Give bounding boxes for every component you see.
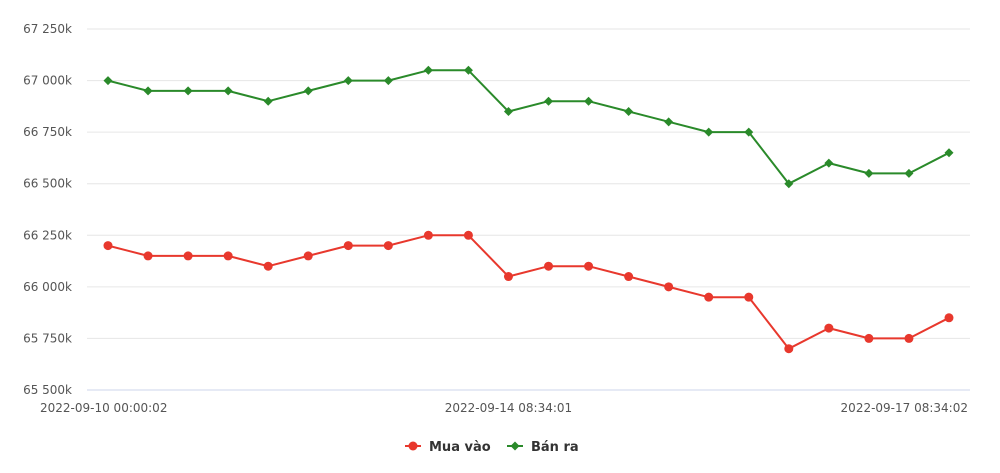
- data-point[interactable]: [704, 127, 714, 137]
- data-point[interactable]: [143, 86, 153, 96]
- legend[interactable]: Mua vào Bán ra: [405, 440, 579, 455]
- x-tick-label: 2022-09-10 00:00:02: [40, 401, 167, 415]
- data-point[interactable]: [784, 344, 794, 354]
- data-point[interactable]: [463, 65, 473, 75]
- data-point[interactable]: [183, 86, 193, 96]
- legend-item[interactable]: Bán ra: [507, 440, 579, 455]
- y-tick-label: 67 000k: [23, 74, 72, 88]
- series-line: [107, 234, 950, 350]
- series-1: [103, 65, 954, 189]
- data-point[interactable]: [503, 272, 513, 282]
- data-point[interactable]: [904, 168, 914, 178]
- data-point[interactable]: [664, 117, 674, 127]
- x-tick-label: 2022-09-14 08:34:01: [445, 401, 572, 415]
- data-point[interactable]: [143, 251, 153, 261]
- data-point[interactable]: [944, 313, 954, 323]
- data-point[interactable]: [463, 230, 473, 240]
- series-layer: [103, 65, 954, 354]
- x-tick-label: 2022-09-17 08:34:02: [841, 401, 968, 415]
- legend-marker: [408, 441, 418, 451]
- data-point[interactable]: [223, 251, 233, 261]
- data-point[interactable]: [864, 168, 874, 178]
- y-tick-label: 66 750k: [23, 125, 72, 139]
- data-point[interactable]: [423, 230, 433, 240]
- data-point[interactable]: [423, 65, 433, 75]
- data-point[interactable]: [664, 282, 674, 292]
- data-point[interactable]: [544, 96, 554, 106]
- legend-marker: [510, 441, 520, 451]
- data-point[interactable]: [263, 96, 273, 106]
- y-tick-label: 66 000k: [23, 280, 72, 294]
- data-point[interactable]: [584, 96, 594, 106]
- y-tick-label: 66 500k: [23, 177, 72, 191]
- data-point[interactable]: [584, 261, 594, 271]
- y-tick-label: 65 750k: [23, 331, 72, 345]
- data-point[interactable]: [784, 179, 794, 189]
- data-point[interactable]: [904, 333, 914, 343]
- y-tick-label: 67 250k: [23, 22, 72, 36]
- data-point[interactable]: [503, 107, 513, 117]
- legend-label: Bán ra: [531, 440, 579, 455]
- data-point[interactable]: [824, 158, 834, 168]
- grid-lines: [87, 28, 970, 391]
- data-point[interactable]: [303, 251, 313, 261]
- data-point[interactable]: [343, 241, 353, 251]
- legend-item[interactable]: Mua vào: [405, 440, 491, 455]
- data-point[interactable]: [944, 148, 954, 158]
- series-line: [107, 69, 950, 185]
- data-point[interactable]: [624, 272, 634, 282]
- data-point[interactable]: [624, 107, 634, 117]
- y-axis-tick-labels: 65 500k 65 750k 66 000k 66 250k 66 500k 66 75…: [23, 22, 72, 397]
- y-tick-label: 65 500k: [23, 383, 72, 397]
- series-0: [103, 230, 954, 354]
- data-point[interactable]: [824, 323, 834, 333]
- x-axis-tick-labels: 2022-09-10 00:00:02 2022-09-14 08:34:01 20…: [40, 401, 968, 415]
- data-point[interactable]: [544, 261, 554, 271]
- data-point[interactable]: [303, 86, 313, 96]
- data-point[interactable]: [383, 241, 393, 251]
- data-point[interactable]: [744, 292, 754, 302]
- data-point[interactable]: [704, 292, 714, 302]
- data-point[interactable]: [864, 333, 874, 343]
- y-tick-label: 66 250k: [23, 228, 72, 242]
- data-point[interactable]: [744, 127, 754, 137]
- data-point[interactable]: [223, 86, 233, 96]
- legend-label: Mua vào: [429, 440, 491, 455]
- data-point[interactable]: [183, 251, 193, 261]
- data-point[interactable]: [343, 76, 353, 86]
- data-point[interactable]: [383, 76, 393, 86]
- data-point[interactable]: [263, 261, 273, 271]
- data-point[interactable]: [103, 76, 113, 86]
- data-point[interactable]: [103, 241, 113, 251]
